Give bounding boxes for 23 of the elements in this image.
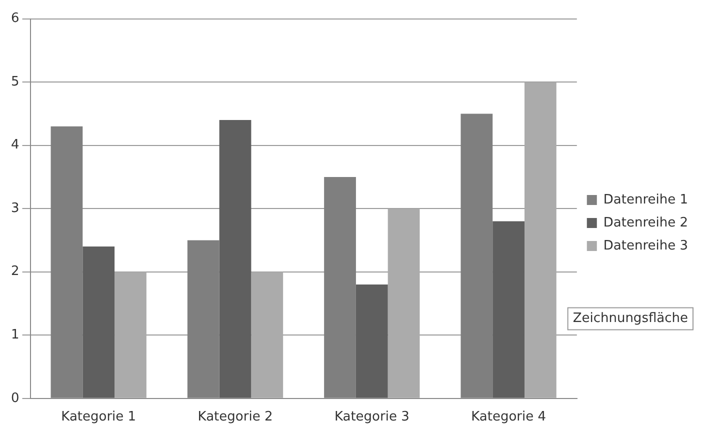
legend-label: Datenreihe 1: [603, 192, 688, 208]
bar: [114, 272, 146, 398]
x-tick-label: Kategorie 2: [198, 410, 273, 425]
legend-label: Datenreihe 3: [603, 238, 688, 254]
y-tick-label: 1: [10, 328, 20, 343]
x-tick-label: Kategorie 4: [471, 410, 546, 425]
bar: [492, 221, 524, 398]
annotation: Zeichnungsfläche: [572, 311, 688, 326]
bar: [388, 208, 420, 398]
bar: [82, 246, 115, 398]
y-tick-label: 2: [10, 264, 20, 280]
y-tick-label: 3: [10, 200, 20, 216]
bar: [219, 120, 252, 398]
legend-label: Datenreihe 2: [603, 215, 688, 230]
bar: [524, 82, 556, 398]
y-tick-label: 4: [10, 138, 20, 153]
x-tick-label: Kategorie 3: [334, 410, 410, 425]
bar: [356, 284, 388, 398]
y-tick-label: 6: [10, 11, 20, 26]
y-tick-label: 0: [10, 390, 20, 406]
x-tick-label: Kategorie 1: [61, 410, 136, 425]
bar: [251, 272, 284, 398]
y-tick-label: 5: [10, 74, 20, 90]
